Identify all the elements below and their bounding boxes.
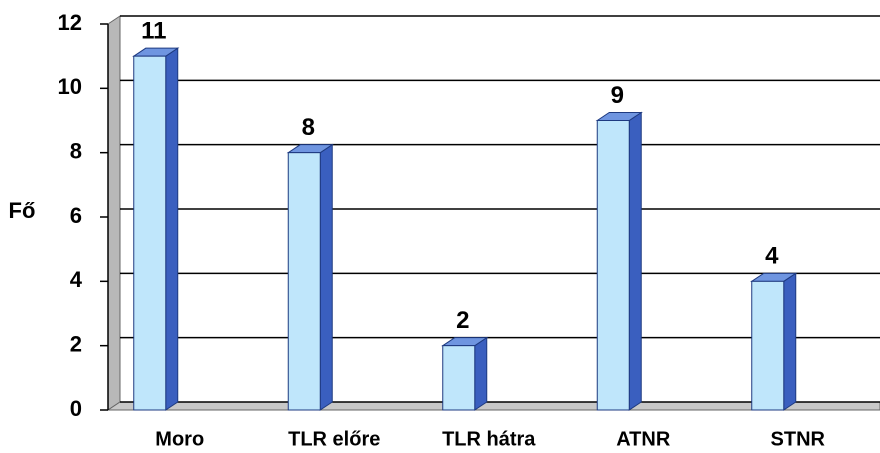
bar-side [783, 272, 797, 411]
bar-side [474, 336, 488, 411]
bar [133, 55, 167, 411]
y-tick-label: 2 [70, 331, 82, 356]
x-tick-label: Moro [155, 428, 204, 450]
value-label: 11 [141, 18, 166, 45]
bar [596, 120, 630, 411]
y-tick-label: 4 [70, 267, 83, 292]
value-label: 2 [456, 307, 469, 334]
y-tick-label: 10 [58, 74, 82, 99]
bar [287, 152, 321, 411]
value-label: 9 [611, 82, 624, 109]
value-label: 8 [302, 114, 315, 141]
x-tick-label: STNR [771, 428, 826, 450]
value-label: 4 [765, 243, 779, 270]
y-tick-label: 0 [70, 396, 82, 421]
bar [442, 345, 476, 411]
y-axis-label: Fő [9, 198, 36, 223]
bar-side [319, 143, 333, 411]
side-wall [107, 15, 121, 411]
x-tick-label: TLR hátra [442, 428, 536, 450]
x-tick-label: TLR előre [288, 428, 380, 450]
y-tick-label: 6 [70, 203, 82, 228]
bar [751, 280, 785, 411]
x-tick-label: ATNR [616, 428, 671, 450]
y-tick-label: 12 [58, 10, 82, 35]
bar-side [628, 111, 642, 411]
y-tick-label: 8 [70, 138, 82, 163]
bar-side [165, 47, 179, 411]
